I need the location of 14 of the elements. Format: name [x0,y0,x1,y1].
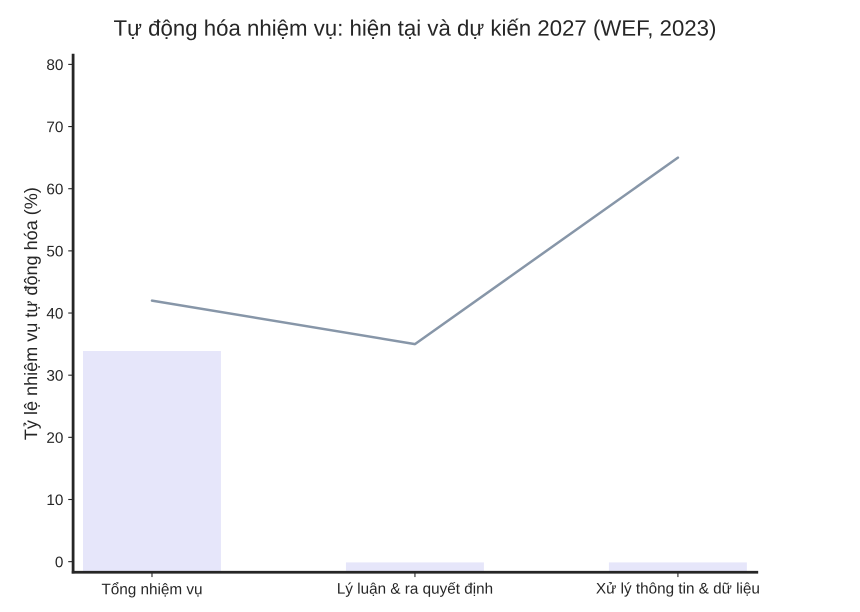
x-tick-label: Tổng nhiệm vụ [102,582,202,598]
y-tick-label: 70 [47,121,63,132]
y-tick-label: 10 [48,494,63,506]
y-tick-label: 60 [47,184,63,194]
y-tick-label: 40 [46,308,63,319]
y-tick-label: 50 [46,246,63,257]
y-tick-label: 30 [46,370,63,381]
y-tick-label: 20 [47,432,63,444]
y-tick-label: 80 [47,59,63,70]
y-axis-title: Tỷ lệ nhiệm vụ tự động hóa (%) [23,188,41,440]
x-tick-label: Lý luận & ra quyết định [338,582,492,597]
x-tick-label: Xử lý thông tin & dữ liệu [596,582,759,597]
y-tick-label: 0 [55,556,63,568]
chart-title: Tự động hóa nhiệm vụ: hiện tại và dự kiến 2027 (WEF, 2023) [114,18,716,40]
